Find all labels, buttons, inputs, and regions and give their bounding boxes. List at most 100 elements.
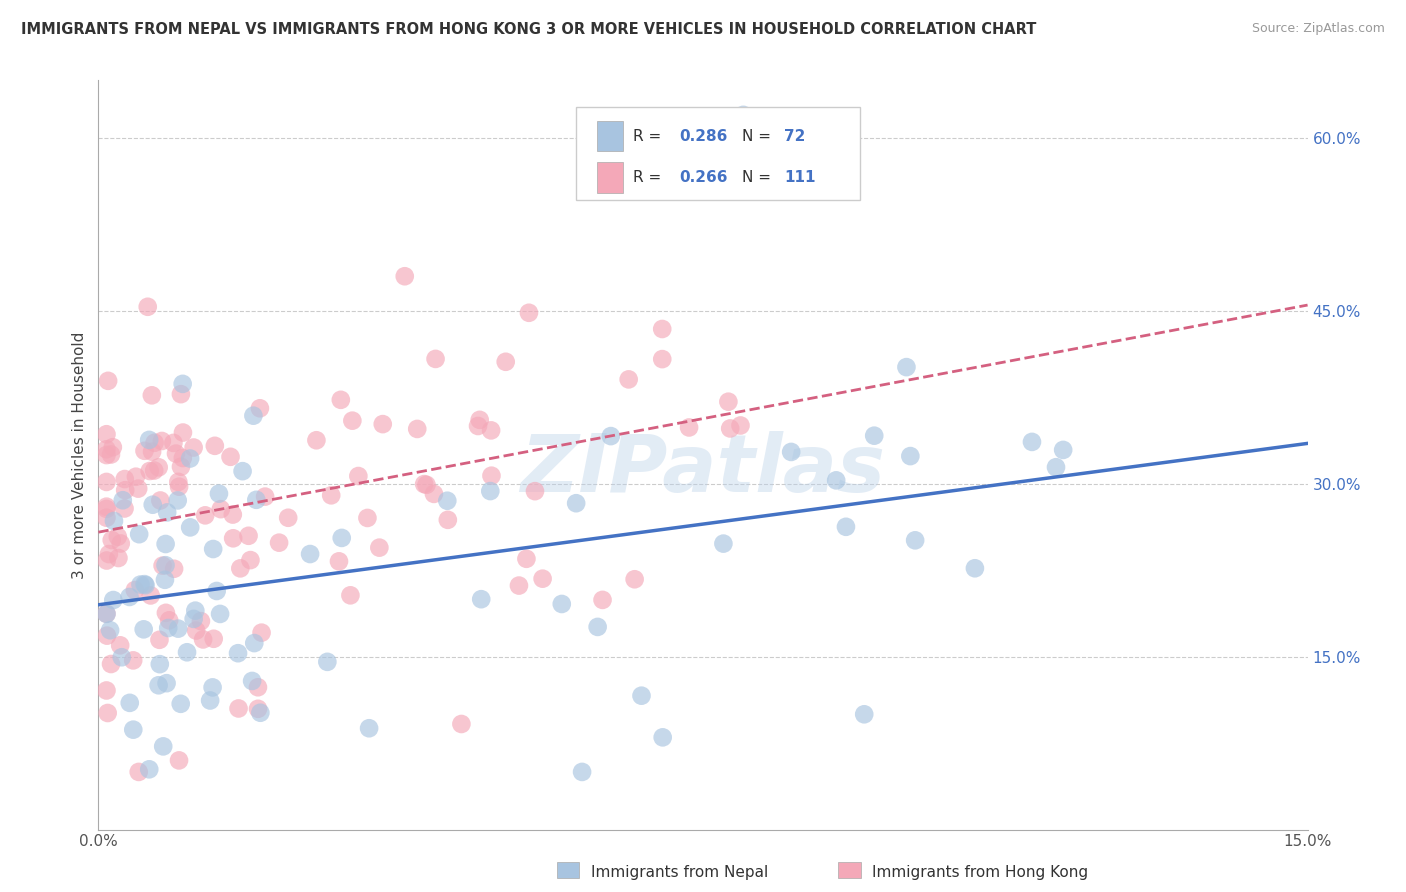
Point (413, 477, 436, 491)
Point (713, 536, 735, 550)
Point (107, 551, 129, 566)
Point (228, 701, 250, 715)
Point (138, 433, 160, 447)
Point (163, 562, 186, 576)
Point (246, 680, 269, 694)
Point (508, 578, 530, 592)
Point (114, 501, 136, 516)
Point (97, 547, 120, 561)
Point (172, 376, 194, 391)
Point (170, 387, 193, 401)
FancyBboxPatch shape (576, 106, 860, 200)
Point (368, 541, 391, 555)
Point (96, 607, 118, 621)
Point (467, 419, 489, 434)
Point (208, 486, 231, 500)
Point (571, 764, 593, 779)
Point (141, 388, 163, 402)
Point (172, 425, 194, 440)
Point (129, 577, 152, 591)
Point (898, 449, 921, 463)
Point (330, 531, 353, 545)
Point (565, 496, 588, 510)
Point (329, 392, 352, 407)
Text: Immigrants from Hong Kong: Immigrants from Hong Kong (872, 865, 1088, 880)
Point (139, 589, 162, 603)
Point (170, 697, 193, 711)
Text: Immigrants from Nepal: Immigrants from Nepal (591, 865, 768, 880)
Point (179, 520, 201, 534)
Point (450, 717, 472, 731)
Point (222, 531, 245, 545)
Point (183, 612, 205, 626)
Point (219, 450, 242, 464)
Point (242, 409, 264, 423)
Point (423, 487, 446, 501)
FancyBboxPatch shape (596, 121, 623, 151)
Point (127, 482, 149, 496)
Point (148, 460, 170, 475)
Point (143, 435, 166, 450)
Point (623, 572, 645, 586)
Point (201, 681, 224, 695)
Point (96, 501, 118, 516)
Point (678, 420, 700, 434)
Point (143, 464, 166, 478)
Point (205, 584, 228, 599)
Point (149, 657, 172, 672)
Point (167, 475, 190, 489)
Point (238, 529, 260, 543)
Point (100, 448, 122, 462)
FancyBboxPatch shape (596, 162, 623, 193)
Point (96, 475, 118, 489)
Point (155, 558, 177, 573)
Point (101, 440, 124, 454)
Point (155, 676, 177, 690)
Point (328, 554, 350, 568)
Point (111, 493, 134, 508)
Point (495, 355, 517, 369)
Point (202, 632, 225, 646)
Point (198, 693, 221, 707)
Point (114, 483, 136, 498)
Point (108, 638, 131, 652)
Point (269, 535, 291, 549)
Point (222, 508, 245, 522)
Point (155, 606, 177, 620)
Point (1052, 442, 1074, 457)
Point (733, 108, 755, 122)
Point (226, 646, 249, 660)
Point (167, 622, 190, 636)
Point (202, 541, 225, 556)
Point (103, 514, 125, 528)
Point (166, 493, 188, 508)
Point (132, 623, 155, 637)
Point (122, 653, 145, 667)
Point (103, 593, 125, 607)
Point (470, 592, 492, 607)
Point (523, 484, 546, 499)
Point (240, 673, 263, 688)
Point (245, 492, 267, 507)
Point (98, 624, 121, 638)
Point (118, 696, 141, 710)
Point (96, 500, 118, 514)
Point (135, 578, 157, 592)
Point (194, 508, 217, 523)
Point (517, 306, 540, 320)
Point (243, 636, 266, 650)
Point (617, 372, 640, 386)
Point (167, 480, 190, 494)
Point (96, 448, 118, 462)
Point (136, 300, 159, 314)
Point (717, 394, 740, 409)
Point (96, 427, 118, 442)
Point (730, 418, 752, 433)
Point (110, 536, 132, 550)
Text: N =: N = (742, 170, 776, 185)
Point (481, 468, 503, 483)
Point (190, 614, 212, 628)
Point (167, 753, 190, 767)
Text: R =: R = (633, 170, 666, 185)
Point (394, 269, 416, 284)
